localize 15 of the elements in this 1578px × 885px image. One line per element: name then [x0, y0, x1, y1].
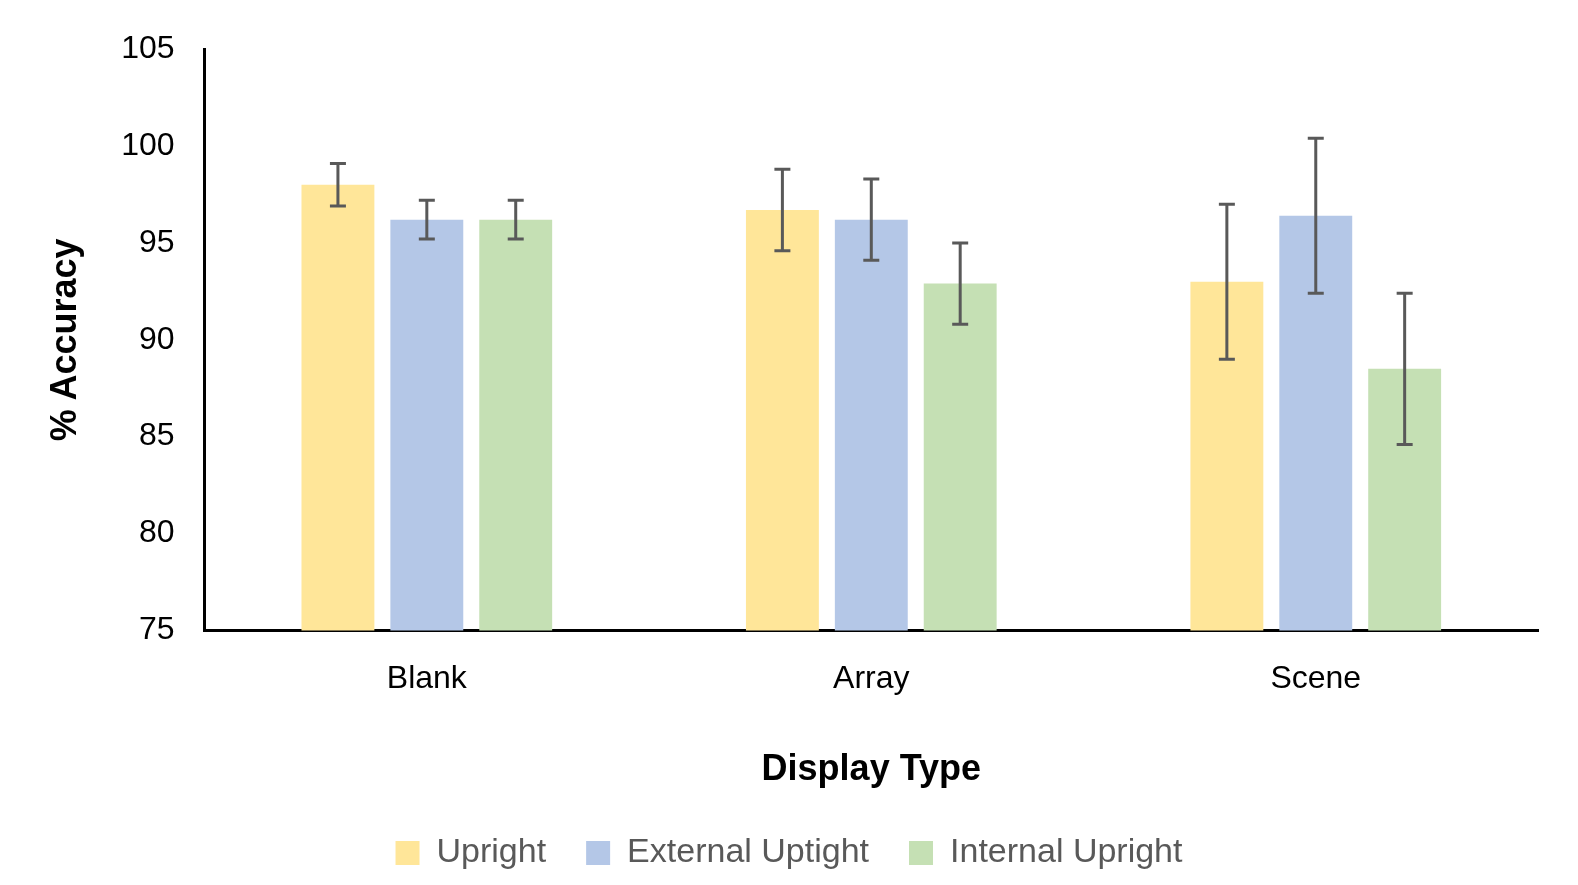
y-tick-label: 75 — [139, 610, 175, 647]
y-tick-label: 90 — [139, 319, 175, 356]
x-tick-label: Blank — [386, 659, 468, 696]
x-tick-label: Scene — [1270, 659, 1362, 696]
legend-label: Upright — [436, 831, 547, 870]
y-axis-title: % Accuracy — [42, 238, 84, 442]
legend-label: External Uptight — [627, 831, 870, 870]
y-tick-label: 85 — [139, 416, 175, 453]
x-tick-label: Array — [833, 659, 910, 696]
y-tick-label: 80 — [139, 513, 175, 550]
x-axis-title: Display Type — [761, 747, 982, 789]
legend-label: Internal Upright — [950, 831, 1184, 870]
y-tick-label: 100 — [121, 125, 175, 162]
y-tick-label: 105 — [121, 29, 175, 66]
y-tick-label: 95 — [139, 222, 175, 259]
